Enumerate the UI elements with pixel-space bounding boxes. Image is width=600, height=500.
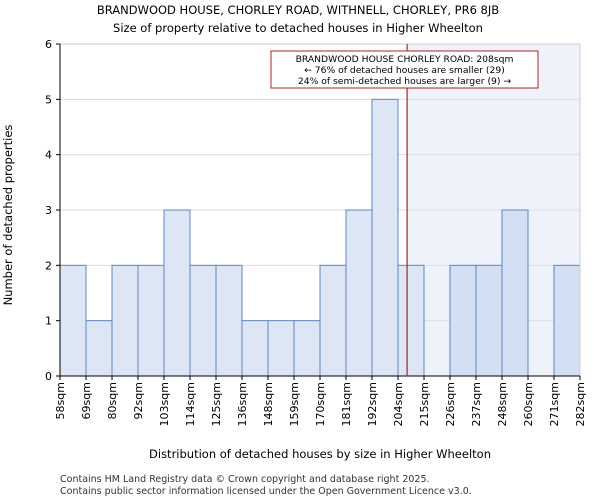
annotation-text: 24% of semi-detached houses are larger (… — [298, 76, 511, 87]
bar — [137, 264, 165, 377]
y-tick-label: 6 — [45, 38, 52, 51]
bar — [189, 264, 217, 377]
bar — [345, 209, 373, 377]
chart-title-line2: Size of property relative to detached ho… — [113, 21, 483, 35]
x-tick-label: 282sqm — [574, 382, 587, 426]
bar — [449, 264, 477, 377]
bar — [267, 320, 295, 377]
bar — [397, 264, 425, 377]
bar — [475, 264, 503, 377]
y-tick-label: 1 — [45, 315, 52, 328]
footer-line2: Contains public sector information licen… — [60, 486, 472, 497]
annotation-text: BRANDWOOD HOUSE CHORLEY ROAD: 208sqm — [296, 54, 514, 65]
y-axis-label: Number of detached properties — [1, 125, 15, 306]
x-tick-label: 181sqm — [340, 382, 353, 426]
x-tick-label: 114sqm — [184, 382, 197, 426]
x-tick-label: 204sqm — [392, 382, 405, 426]
y-tick-label: 5 — [45, 93, 52, 106]
annotation-text: ← 76% of detached houses are smaller (29… — [304, 65, 505, 76]
bar — [85, 320, 113, 377]
bar — [319, 264, 347, 377]
bar — [215, 264, 243, 377]
plot-area: 0 1 2 3 4 5 6 58sqm 69sqm 80sqm 92sqm 103sqm 114sqm 1… — [45, 38, 587, 426]
x-tick-label: 80sqm — [106, 382, 119, 419]
x-tick-label: 192sqm — [366, 382, 379, 426]
y-tick-label: 0 — [45, 370, 52, 383]
bar — [241, 320, 269, 377]
x-tick-label: 125sqm — [210, 382, 223, 426]
x-tick-label: 260sqm — [522, 382, 535, 426]
x-tick-label: 103sqm — [158, 382, 171, 426]
bar — [111, 264, 139, 377]
x-tick-label: 237sqm — [470, 382, 483, 426]
x-tick-label: 215sqm — [418, 382, 431, 426]
x-tick-label: 148sqm — [262, 382, 275, 426]
x-tick-label: 69sqm — [80, 382, 93, 419]
bar — [163, 209, 191, 377]
x-tick-label: 226sqm — [444, 382, 457, 426]
bar — [371, 98, 399, 377]
y-tick-label: 2 — [45, 259, 52, 272]
x-tick-label: 159sqm — [288, 382, 301, 426]
x-tick-label: 58sqm — [54, 382, 67, 419]
bar — [59, 264, 87, 377]
x-tick-label: 170sqm — [314, 382, 327, 426]
x-axis-label: Distribution of detached houses by size … — [149, 447, 491, 461]
bar — [501, 209, 529, 377]
x-tick-label: 248sqm — [496, 382, 509, 426]
x-tick-label: 92sqm — [132, 382, 145, 419]
footer-line1: Contains HM Land Registry data © Crown c… — [60, 474, 430, 485]
x-tick-label: 136sqm — [236, 382, 249, 426]
bar — [553, 264, 581, 377]
y-tick-label: 3 — [45, 204, 52, 217]
bar — [293, 320, 321, 377]
y-tick-label: 4 — [45, 149, 52, 162]
chart-title-line1: BRANDWOOD HOUSE, CHORLEY ROAD, WITHNELL,… — [97, 3, 499, 17]
x-tick-label: 271sqm — [548, 382, 561, 426]
annotation-box — [270, 50, 539, 89]
